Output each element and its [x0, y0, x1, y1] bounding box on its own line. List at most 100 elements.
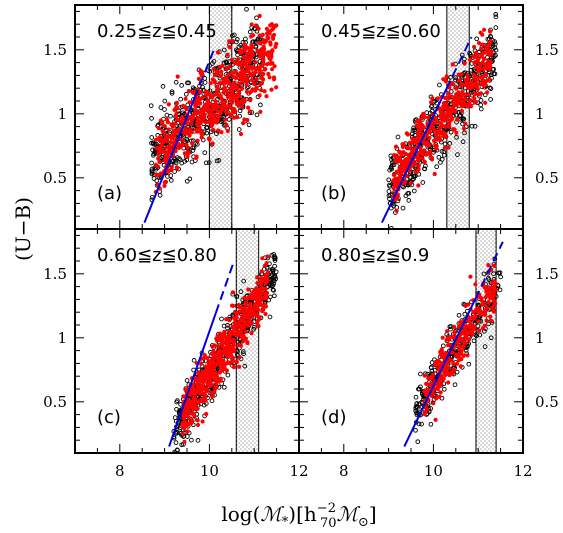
red-point — [444, 105, 450, 110]
red-point — [429, 155, 434, 160]
red-point — [253, 23, 259, 28]
red-point — [454, 130, 459, 135]
red-point — [210, 141, 215, 146]
red-point — [255, 314, 260, 319]
red-point — [186, 400, 191, 405]
red-point — [236, 90, 241, 95]
red-point — [420, 114, 425, 119]
red-point — [195, 138, 200, 143]
open-point — [420, 180, 426, 185]
red-point — [436, 381, 441, 386]
red-point — [455, 117, 460, 122]
red-point — [247, 59, 252, 64]
red-point — [458, 364, 463, 369]
open-point — [439, 149, 445, 154]
open-point — [462, 311, 468, 317]
open-point — [173, 79, 179, 85]
open-point — [173, 454, 177, 458]
open-point — [219, 316, 224, 322]
red-point — [210, 120, 215, 125]
red-point — [468, 104, 474, 109]
red-point — [174, 100, 179, 105]
red-point — [473, 313, 478, 318]
red-point — [191, 396, 196, 401]
red-point — [249, 321, 254, 326]
open-point — [454, 369, 460, 375]
open-point — [389, 157, 394, 163]
red-point — [415, 169, 420, 174]
open-point — [456, 312, 462, 318]
open-point — [448, 326, 453, 332]
open-point — [497, 270, 503, 276]
red-point — [250, 296, 255, 301]
open-point — [179, 83, 184, 88]
points-group — [143, 0, 279, 242]
open-point — [469, 123, 475, 129]
red-point — [156, 156, 161, 161]
red-point — [472, 60, 477, 65]
red-point — [274, 85, 279, 90]
red-point — [476, 67, 481, 72]
open-point — [448, 75, 453, 80]
red-point — [424, 142, 429, 147]
red-point — [482, 81, 488, 86]
red-point — [482, 323, 487, 328]
open-point — [238, 289, 244, 295]
open-point — [253, 0, 257, 1]
open-point — [458, 113, 463, 118]
red-point — [466, 302, 471, 307]
red-point — [467, 57, 473, 62]
red-point — [446, 91, 451, 96]
red-point — [248, 98, 253, 103]
red-point — [217, 93, 222, 98]
red-point — [247, 109, 253, 114]
red-point — [204, 388, 210, 393]
open-point — [151, 238, 155, 242]
open-point — [488, 335, 494, 341]
red-point — [260, 256, 265, 261]
redshift-range-label: 0.25≦z≦0.45 — [97, 21, 217, 42]
red-point — [201, 382, 206, 388]
red-point — [162, 183, 167, 188]
red-point — [439, 374, 444, 379]
red-point — [197, 383, 202, 389]
red-point — [211, 354, 216, 359]
red-point — [482, 27, 487, 32]
red-point — [185, 429, 190, 434]
red-point — [153, 162, 159, 167]
open-point — [429, 104, 434, 109]
red-point — [214, 338, 220, 343]
open-point — [175, 155, 180, 160]
red-point — [230, 97, 235, 102]
red-point — [437, 131, 442, 136]
red-point — [237, 364, 242, 369]
red-point — [180, 138, 186, 143]
red-point — [180, 115, 185, 120]
red-point — [454, 92, 459, 97]
open-point — [478, 102, 484, 108]
red-point — [228, 361, 233, 366]
red-point — [190, 390, 195, 395]
open-point — [149, 160, 154, 166]
open-point — [417, 386, 422, 392]
open-point — [267, 314, 273, 320]
fit-line-dashed — [214, 260, 235, 314]
open-point — [493, 47, 499, 53]
red-point — [468, 80, 473, 85]
red-point — [433, 417, 438, 422]
open-point — [224, 60, 230, 66]
red-point — [488, 63, 493, 69]
panel-2: 0.5 1 1.5 0.45≦z≦0.60 (b) — [298, 4, 559, 230]
red-point — [462, 92, 467, 97]
red-point — [416, 130, 421, 135]
x-tick-label: 10 — [424, 462, 443, 480]
red-point — [461, 338, 466, 343]
red-point — [479, 298, 484, 303]
red-point — [200, 70, 205, 75]
red-point — [242, 69, 247, 74]
red-point — [439, 347, 444, 352]
open-point — [165, 174, 170, 179]
red-point — [457, 78, 462, 83]
red-point — [442, 145, 447, 150]
red-point — [441, 104, 446, 109]
